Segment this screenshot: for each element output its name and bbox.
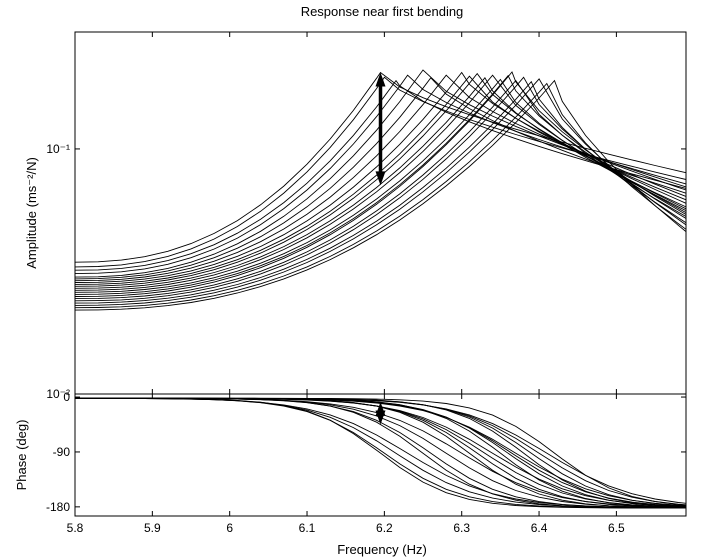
- amplitude-series-line: [74, 79, 687, 271]
- y-tick-label: -90: [53, 445, 71, 459]
- amplitude-subplot: 10⁻² 10⁻¹ Amplitude (ms⁻²/N): [24, 31, 687, 401]
- amplitude-series-line: [74, 79, 687, 311]
- x-tick-label: 5.9: [144, 521, 161, 535]
- frequency-ticks: 5.8 5.9 6 6.1 6.2 6.3 6.4 6.5: [67, 32, 625, 535]
- x-tick-label: 6.3: [453, 521, 470, 535]
- phase-range-arrow: [375, 401, 386, 425]
- x-tick-label: 6.1: [299, 521, 316, 535]
- arrow-head-up: [375, 72, 386, 87]
- phase-ticks: 0 -90 -180: [46, 390, 686, 514]
- amplitude-series-line: [74, 79, 687, 300]
- y-tick-label: 0: [63, 390, 70, 404]
- x-tick-label: 6.5: [608, 521, 625, 535]
- chart-title: Response near first bending: [301, 4, 464, 19]
- phase-series-line: [75, 397, 687, 506]
- phase-subplot: 0 -90 -180 Phase (deg): [14, 390, 687, 517]
- phase-ylabel: Phase (deg): [14, 420, 29, 491]
- amplitude-series-line: [74, 69, 687, 278]
- amplitude-curves: [74, 69, 687, 311]
- phase-axes-frame: [74, 393, 687, 517]
- amplitude-series-line: [74, 77, 687, 289]
- x-tick-label: 6.4: [531, 521, 548, 535]
- phase-curves: [74, 397, 687, 509]
- arrow-head-down: [375, 410, 386, 425]
- amplitude-series-line: [74, 78, 687, 293]
- amplitude-series-line: [74, 74, 687, 295]
- frequency-xlabel: Frequency (Hz): [337, 542, 427, 557]
- x-tick-label: 6: [226, 521, 233, 535]
- arrow-head-down: [375, 171, 386, 186]
- y-tick-label: -180: [46, 500, 70, 514]
- y-tick-label: 10⁻²: [46, 387, 70, 401]
- amplitude-range-arrow: [375, 72, 386, 186]
- amplitude-ylabel: Amplitude (ms⁻²/N): [24, 157, 39, 269]
- amplitude-ticks: 10⁻² 10⁻¹: [46, 142, 686, 401]
- x-tick-label: 5.8: [67, 521, 84, 535]
- x-tick-label: 6.2: [376, 521, 393, 535]
- amplitude-series-line: [74, 80, 687, 304]
- y-tick-label: 10⁻¹: [46, 142, 70, 156]
- amplitude-series-line: [74, 82, 687, 309]
